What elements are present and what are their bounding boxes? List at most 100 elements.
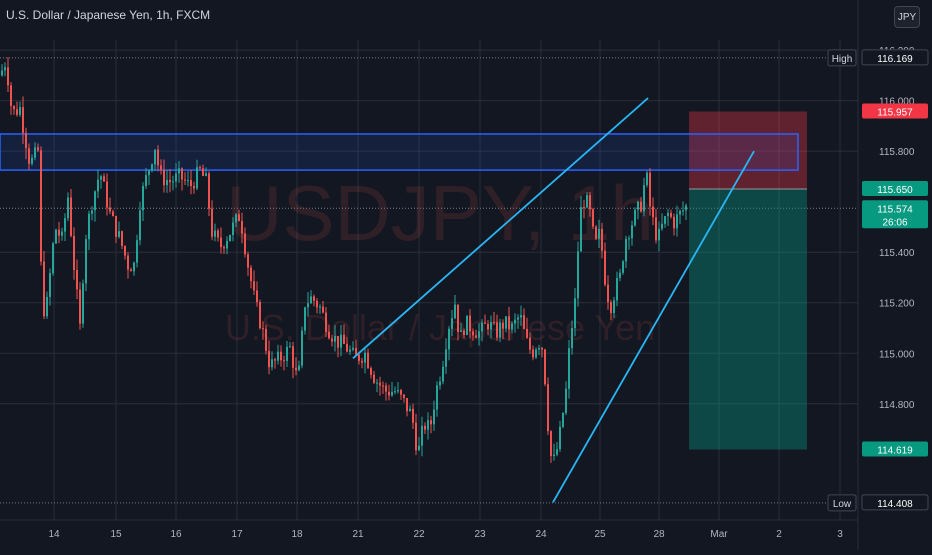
- candle-body: [202, 168, 204, 176]
- candle-body: [502, 322, 504, 329]
- candle-body: [292, 346, 294, 368]
- y-tick-label: 115.400: [879, 248, 915, 259]
- candle-body: [169, 179, 171, 183]
- candle-body: [52, 243, 54, 274]
- x-tick-label: 14: [48, 529, 60, 540]
- candle-body: [133, 262, 135, 272]
- price-axis[interactable]: 116.200116.000115.800115.400115.200115.0…: [857, 0, 915, 550]
- y-tick-label: 116.000: [879, 97, 915, 108]
- candle-body: [628, 238, 630, 240]
- candle-body: [283, 360, 285, 362]
- candle-body: [91, 210, 93, 214]
- resistance-zone[interactable]: [0, 133, 799, 171]
- candle-body: [583, 207, 585, 209]
- candle-body: [565, 388, 567, 413]
- candle-body: [196, 167, 198, 189]
- watermark-name: U.S. Dollar / Japanese Yen: [225, 307, 655, 348]
- short-position-tool[interactable]: [689, 111, 807, 450]
- candle-body: [610, 302, 612, 314]
- candle-body: [400, 389, 402, 395]
- currency-button[interactable]: JPY: [894, 6, 920, 28]
- candle-body: [13, 105, 15, 110]
- candle-body: [55, 229, 57, 244]
- candle-body: [151, 164, 153, 171]
- candle-body: [559, 426, 561, 450]
- x-tick-label: 22: [413, 529, 425, 540]
- candle-body: [670, 212, 672, 217]
- candle-body: [529, 337, 531, 350]
- candle-body: [475, 335, 477, 338]
- candle-body: [271, 359, 273, 368]
- zone-rect[interactable]: [0, 133, 799, 171]
- candle-body: [355, 347, 357, 355]
- candle-body: [412, 408, 414, 423]
- price-label-value: 115.574: [877, 204, 913, 215]
- candle-body: [376, 382, 378, 384]
- x-tick-label: 2: [776, 529, 782, 540]
- candle-body: [253, 281, 255, 291]
- candle-body: [667, 212, 669, 217]
- candle-body: [214, 230, 216, 237]
- candle-body: [301, 330, 303, 366]
- candle-body: [586, 195, 588, 208]
- candle-body: [403, 394, 405, 398]
- candle-body: [175, 173, 177, 182]
- candle-body: [73, 235, 75, 270]
- candle-body: [223, 247, 225, 249]
- candle-body: [436, 385, 438, 410]
- candle-body: [337, 336, 339, 348]
- candle-body: [598, 228, 600, 239]
- candle-body: [82, 283, 84, 324]
- candle-body: [445, 349, 447, 367]
- candle-body: [433, 409, 435, 425]
- candle-body: [370, 368, 372, 375]
- y-tick-label: 115.800: [879, 147, 915, 158]
- trendline[interactable]: [352, 97, 649, 359]
- candle-body: [388, 391, 390, 396]
- candle-body: [40, 150, 42, 262]
- price-tag-box: [827, 49, 857, 67]
- candle-body: [478, 331, 480, 338]
- price-tag-text: High: [832, 54, 853, 65]
- candle-body: [460, 330, 462, 332]
- candle-body: [295, 367, 297, 371]
- stop-loss-area[interactable]: [689, 111, 807, 190]
- candle-body: [397, 389, 399, 392]
- candle-body: [589, 195, 591, 210]
- candle-body: [658, 228, 660, 241]
- candle-body: [118, 231, 120, 237]
- candle-body: [373, 374, 375, 383]
- trendline-layer[interactable]: [352, 97, 755, 503]
- candle-body: [244, 233, 246, 255]
- candle-body: [571, 328, 573, 349]
- candle-body: [109, 207, 111, 212]
- candle-body: [43, 261, 45, 317]
- candle-body: [592, 209, 594, 227]
- x-tick-label: 18: [291, 529, 303, 540]
- time-axis[interactable]: 14 15 16 17 18 21 22 23 24 25 28 Mar 2 3: [0, 519, 858, 540]
- candle-body: [58, 229, 60, 236]
- candle-body: [466, 315, 468, 336]
- take-profit-area[interactable]: [689, 189, 807, 450]
- candle-body: [415, 422, 417, 451]
- candle-body: [304, 307, 306, 331]
- candle-body: [427, 420, 429, 430]
- candle-body: [154, 149, 156, 165]
- candle-body: [520, 315, 522, 318]
- y-tick-label: 115.200: [879, 299, 915, 310]
- candle-body: [607, 284, 609, 303]
- candle-body: [523, 315, 525, 329]
- candle-body: [490, 322, 492, 330]
- candle-body: [604, 250, 606, 285]
- candle-body: [550, 431, 552, 457]
- price-label-value: 114.408: [877, 499, 913, 510]
- candle-body: [256, 290, 258, 303]
- candle-body: [547, 384, 549, 432]
- trendline[interactable]: [552, 150, 755, 503]
- candle-body: [130, 269, 132, 272]
- candle-body: [148, 170, 150, 176]
- candle-body: [85, 239, 87, 284]
- x-tick-label: Mar: [710, 529, 728, 540]
- candle-body: [454, 304, 456, 319]
